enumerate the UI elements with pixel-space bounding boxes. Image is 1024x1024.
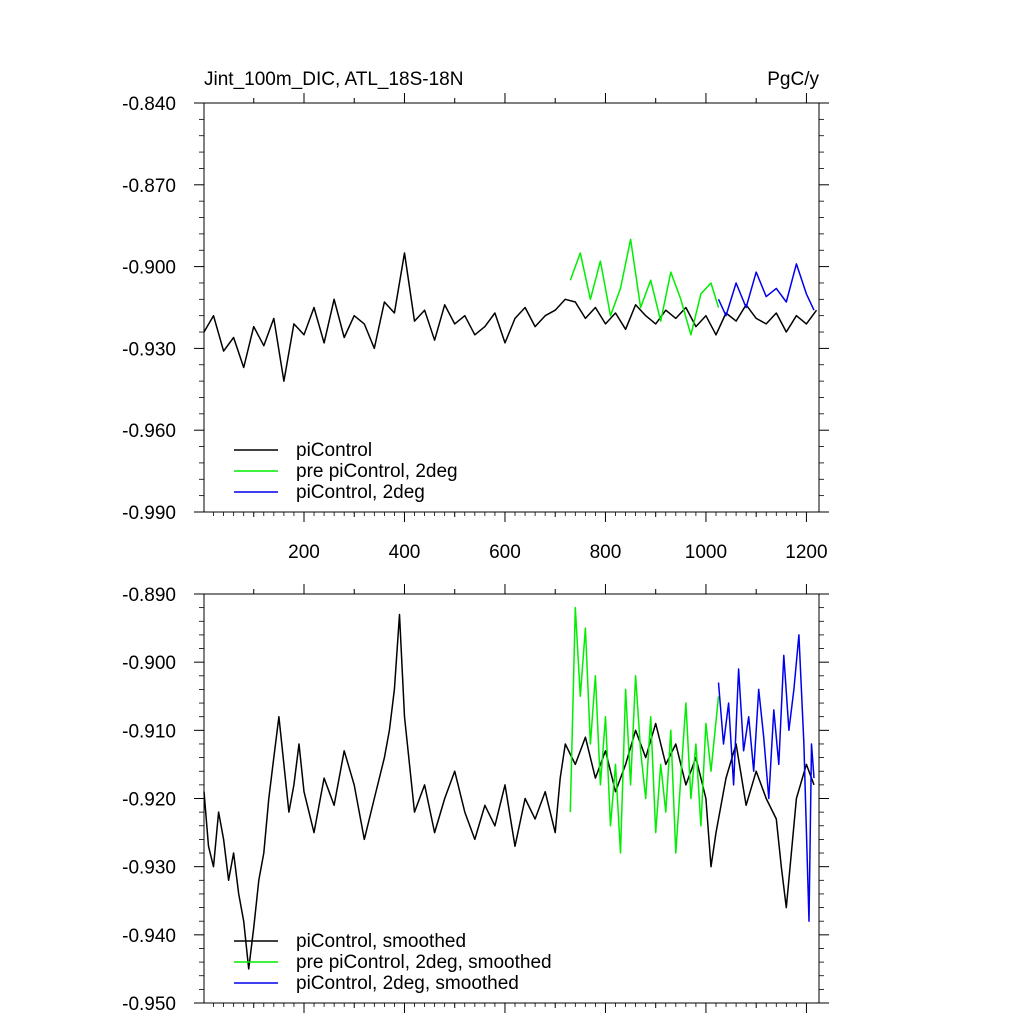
- plot-frame: [203, 102, 820, 513]
- legend-label: piControl, 2deg: [296, 482, 425, 503]
- y-tick-label: -0.890: [122, 585, 176, 606]
- chart-title: Jint_100m_DIC, ATL_18S-18N: [204, 69, 463, 90]
- x-tick-label: 400: [389, 542, 421, 563]
- y-tick-label: -0.990: [122, 503, 176, 524]
- y-tick-label: -0.840: [122, 94, 176, 115]
- x-tick-label: 200: [288, 542, 320, 563]
- series-line-2: [569, 606, 720, 854]
- y-tick-label: -0.900: [122, 258, 176, 279]
- x-tick-label: 1000: [685, 542, 727, 563]
- y-tick-label: -0.900: [122, 653, 176, 674]
- legend-label: piControl, 2deg, smoothed: [296, 973, 519, 994]
- y-tick-label: -0.950: [122, 994, 176, 1015]
- y-tick-label: -0.960: [122, 421, 176, 442]
- series-line-3: [717, 634, 815, 922]
- y-tick-label: -0.910: [122, 721, 176, 742]
- series-line-1: [203, 613, 815, 970]
- legend-label: piControl: [296, 440, 372, 461]
- top-panel: 200 400 600 800 1000 1200 -0.840 -0.870 -0.900 -0…: [122, 93, 829, 563]
- legend-label: pre piControl, 2deg, smoothed: [296, 952, 552, 973]
- legend-label: pre piControl, 2deg: [296, 461, 458, 482]
- series-line-3: [717, 263, 815, 317]
- x-tick-label: 600: [489, 542, 521, 563]
- bottom-panel: -0.890 -0.900 -0.910 -0.920 -0.930 -0.940 -0.9…: [122, 584, 829, 1015]
- y-tick-label: -0.930: [122, 339, 176, 360]
- legend-label: piControl, smoothed: [296, 931, 466, 952]
- y-tick-label: -0.870: [122, 176, 176, 197]
- units-label: PgC/y: [767, 69, 819, 90]
- y-tick-label: -0.920: [122, 790, 176, 811]
- y-tick-label: -0.940: [122, 926, 176, 947]
- x-tick-label: 1200: [785, 542, 827, 563]
- series-line-1: [203, 252, 818, 382]
- series-line-2: [569, 238, 720, 336]
- y-tick-label: -0.930: [122, 858, 176, 879]
- x-tick-label: 800: [590, 542, 622, 563]
